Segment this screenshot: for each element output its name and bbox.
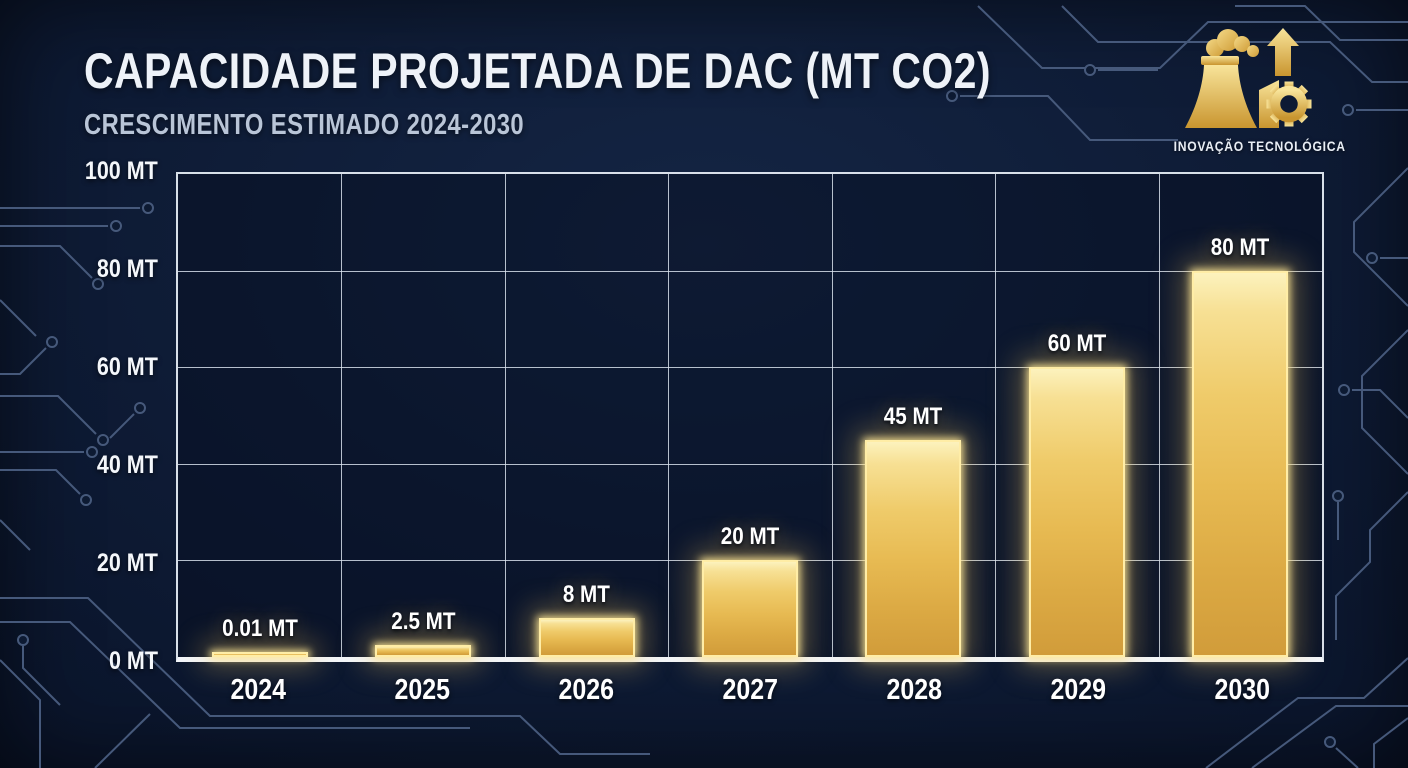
bar-2030 xyxy=(1192,270,1289,657)
bar-2024 xyxy=(211,652,308,657)
plot-area: 0.01 MT 2.5 MT 8 MT 20 MT 45 MT 60 MT 80 MT xyxy=(176,172,1324,662)
gridline-vertical xyxy=(831,174,833,657)
y-axis-tick-text: 40 MT xyxy=(97,450,158,479)
x-axis-label-text: 2029 xyxy=(1050,674,1106,706)
x-axis-label-text: 2027 xyxy=(722,674,778,706)
header: CAPACIDADE PROJETADA DE DAC (MT CO2) CRE… xyxy=(84,42,1190,142)
bar-column-2025: 2.5 MT xyxy=(341,174,504,657)
gridline-vertical xyxy=(341,174,343,657)
x-axis-label-text: 2030 xyxy=(1214,674,1270,706)
arrow-up-icon xyxy=(1267,28,1299,76)
brand-logo: INOVAÇÃO TECNOLÓGICA xyxy=(1165,26,1346,154)
bar-2029 xyxy=(1028,367,1125,657)
circuit-trace-left xyxy=(0,202,154,551)
bar-value-label: 0.01 MT xyxy=(221,615,298,642)
x-axis-label: 2027 xyxy=(668,674,832,707)
smoke-icon xyxy=(1206,29,1259,57)
bar-value-label: 80 MT xyxy=(1210,233,1270,261)
y-axis-tick-text: 80 MT xyxy=(97,254,158,283)
y-axis-tick-text: 60 MT xyxy=(97,352,158,381)
x-axis-label-text: 2026 xyxy=(558,674,614,706)
x-axis-label: 2024 xyxy=(176,674,340,707)
x-axis-label-text: 2025 xyxy=(394,674,450,706)
y-axis: 0 MT 20 MT 40 MT 60 MT 80 MT 100 MT xyxy=(0,157,158,675)
x-axis-label: 2025 xyxy=(340,674,504,707)
y-axis-tick-label: 40 MT xyxy=(0,451,158,480)
bar-value-label: 20 MT xyxy=(720,523,780,551)
circuit-trace-right xyxy=(1332,167,1408,640)
gridline-vertical xyxy=(1158,174,1160,657)
bar-column-2030: 80 MT xyxy=(1159,174,1322,657)
x-axis-label-text: 2028 xyxy=(886,674,942,706)
circuit-trace-bottom-right xyxy=(1205,657,1408,768)
cooling-tower-icon xyxy=(1185,56,1257,128)
y-axis-tick-label: 20 MT xyxy=(0,549,158,578)
y-axis-tick-label: 0 MT xyxy=(0,647,158,676)
bar-column-2026: 8 MT xyxy=(505,174,668,657)
gridline-horizontal xyxy=(178,270,1322,272)
bar-value-label: 60 MT xyxy=(1047,330,1107,358)
bar-column-2028: 45 MT xyxy=(832,174,995,657)
bar-value-label: 8 MT xyxy=(563,581,611,609)
gridline-vertical xyxy=(995,174,997,657)
bar-value-label: 45 MT xyxy=(884,402,943,430)
bar-2026 xyxy=(538,618,635,657)
y-axis-tick-label: 100 MT xyxy=(0,157,158,186)
bar-column-2024: 0.01 MT xyxy=(178,174,341,657)
y-axis-tick-text: 20 MT xyxy=(97,548,158,577)
page-subtitle: CRESCIMENTO ESTIMADO 2024-2030 xyxy=(84,109,525,141)
x-axis-label: 2030 xyxy=(1160,674,1324,707)
bar-2027 xyxy=(701,560,798,657)
y-axis-tick-text: 0 MT xyxy=(109,646,158,675)
brand-icon xyxy=(1185,28,1312,128)
x-axis-label: 2028 xyxy=(832,674,996,707)
gridline-vertical xyxy=(504,174,506,657)
y-axis-tick-label: 80 MT xyxy=(0,255,158,284)
bar-column-2029: 60 MT xyxy=(995,174,1158,657)
x-axis: 2024 2025 2026 2027 2028 2029 2030 xyxy=(176,674,1324,707)
y-axis-tick-text: 100 MT xyxy=(85,156,158,185)
bar-2025 xyxy=(375,644,472,657)
bar-2028 xyxy=(865,439,962,657)
bar-column-2027: 20 MT xyxy=(668,174,831,657)
gridline-vertical xyxy=(668,174,670,657)
circuit-trace-top-right xyxy=(946,5,1408,141)
y-axis-tick-label: 60 MT xyxy=(0,353,158,382)
gridline-horizontal xyxy=(178,367,1322,369)
bar-columns: 0.01 MT 2.5 MT 8 MT 20 MT 45 MT 60 MT 80 MT xyxy=(178,174,1322,657)
brand-tagline: INOVAÇÃO TECNOLÓGICA xyxy=(1173,139,1346,154)
circuit-trace-bottom-left xyxy=(0,597,650,768)
bar-value-label: 2.5 MT xyxy=(391,607,456,635)
x-axis-label-text: 2024 xyxy=(230,674,286,706)
gear-icon xyxy=(1266,81,1312,127)
x-axis-label: 2029 xyxy=(996,674,1160,707)
gridline-horizontal xyxy=(178,463,1322,465)
x-axis-label: 2026 xyxy=(504,674,668,707)
page-title: CAPACIDADE PROJETADA DE DAC (MT CO2) xyxy=(84,43,991,99)
